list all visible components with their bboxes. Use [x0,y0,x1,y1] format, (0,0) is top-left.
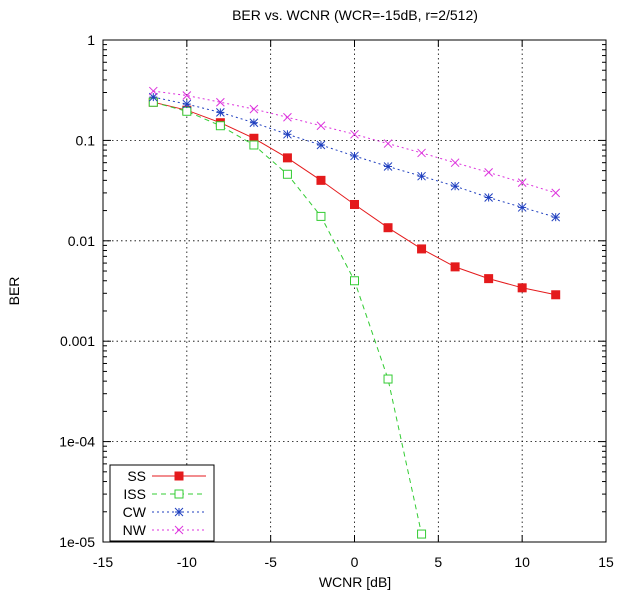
legend-item-ss: SS [127,468,206,484]
data-point-nw [316,121,326,131]
x-tick-label: 5 [434,554,442,570]
data-point-cw [417,171,426,181]
data-point-cw [551,212,561,222]
data-point-nw [484,168,493,177]
data-point-nw [182,91,192,100]
legend-marker [174,507,184,517]
legend-label: SS [127,468,146,484]
data-point-iss [282,169,292,179]
data-point-nw [383,139,393,148]
data-point-iss [215,121,225,131]
y-tick-label: 0.01 [68,233,95,249]
data-point-iss [249,140,259,150]
x-tick-label: -15 [93,554,113,570]
y-tick-label: 1e-04 [59,434,95,450]
x-tick-label: -5 [264,554,277,570]
data-point-cw [316,140,326,150]
series-nw [148,86,561,198]
data-point-nw [517,178,527,187]
series-cw [148,92,561,222]
legend-marker [174,525,184,535]
series-iss [148,97,427,539]
data-point-cw [216,108,225,117]
data-point-iss [383,374,393,384]
legend-marker [174,489,184,499]
data-point-iss [182,106,192,116]
data-point-cw [350,151,359,161]
data-point-cw [484,193,493,202]
legend-item-iss: ISS [123,486,206,502]
data-point-nw [551,188,561,198]
y-tick-label: 0.001 [60,333,95,349]
x-tick-label: 15 [598,554,614,570]
x-axis-title: WCNR [dB] [319,574,391,590]
legend-box [109,464,215,542]
data-point-nw [450,158,460,168]
legend-label: ISS [123,486,146,502]
data-point-cw [383,162,393,171]
y-axis-title: BER [6,277,22,306]
data-point-cw [283,129,292,139]
data-point-ss [316,175,326,185]
data-point-iss [316,211,326,221]
legend-item-nw: NW [123,522,206,538]
data-point-ss [282,153,292,163]
data-point-nw [417,148,426,158]
data-point-ss [517,283,527,293]
data-point-iss [350,276,359,286]
x-tick-label: 10 [514,554,530,570]
x-tick-label: 0 [351,554,359,570]
data-point-cw [517,203,527,212]
data-point-cw [450,181,460,191]
legend-label: CW [123,504,147,520]
data-point-ss [350,199,359,209]
y-tick-label: 1 [87,32,95,48]
data-point-cw [249,118,259,128]
legend-item-cw: CW [123,504,206,520]
data-point-ss [450,262,460,272]
data-point-nw [249,104,259,114]
grid [103,40,606,542]
series-layer [148,86,561,539]
data-point-nw [216,97,225,107]
data-point-ss [551,290,561,300]
x-tick-label: -10 [177,554,197,570]
data-point-nw [350,129,359,139]
data-point-ss [484,274,494,284]
data-point-cw [182,99,192,109]
data-point-nw [148,86,158,96]
y-tick-label: 0.1 [76,132,96,148]
data-point-iss [417,529,427,539]
legend-label: NW [123,522,147,538]
series-line-nw [153,90,556,194]
chart-title: BER vs. WCNR (WCR=-15dB, r=2/512) [232,7,478,23]
data-point-ss [417,244,427,254]
data-point-nw [283,112,292,122]
data-point-ss [383,223,393,233]
axes: -15 -10 -5 0 5 10 15 1e-05 1e-04 0.001 0.01 0.1 1 [59,32,614,570]
legend-marker [174,471,184,481]
y-tick-label: 1e-05 [59,534,95,550]
legend: SS ISS CW NW [109,464,215,542]
